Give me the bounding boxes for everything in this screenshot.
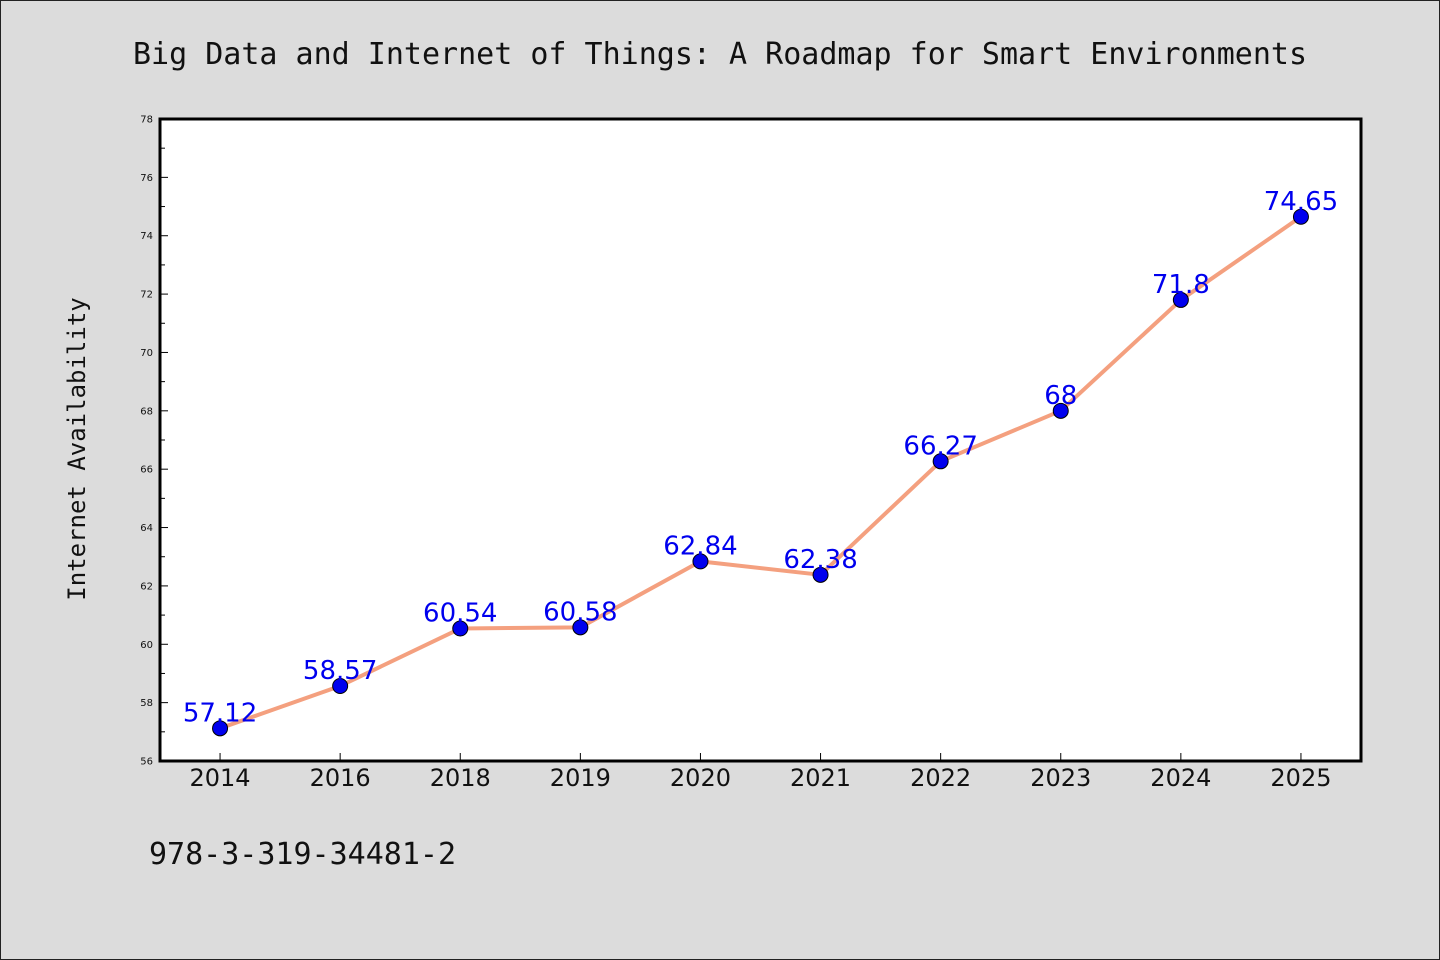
y-axis: 56 58 60 62 64 66 68 70 72 74 76 78 bbox=[140, 115, 168, 768]
series-layer: 57.12 58.57 60.54 60.58 62.84 62.38 66.27 68 71.… bbox=[183, 187, 1338, 737]
y-tick-label: 74 bbox=[140, 231, 153, 242]
x-tick-label: 2024 bbox=[1150, 764, 1211, 792]
data-label: 62.38 bbox=[783, 545, 857, 575]
data-point bbox=[212, 720, 229, 737]
x-axis: 2014 2016 2018 2019 2020 2021 2022 2023 2024 2025 bbox=[190, 753, 1331, 792]
data-point bbox=[692, 553, 709, 570]
data-point bbox=[452, 620, 469, 637]
y-axis-label: Internet Availability bbox=[63, 297, 91, 600]
x-tick-label: 2022 bbox=[910, 764, 971, 792]
y-tick-label: 62 bbox=[140, 581, 153, 592]
data-point bbox=[1292, 208, 1309, 225]
y-tick-label: 68 bbox=[140, 406, 153, 417]
data-label: 68 bbox=[1044, 381, 1077, 411]
data-label: 66.27 bbox=[903, 431, 977, 461]
data-label: 60.54 bbox=[423, 599, 497, 629]
data-point bbox=[332, 678, 349, 695]
series-line bbox=[219, 215, 1303, 731]
x-tick-label: 2023 bbox=[1030, 764, 1091, 792]
data-label: 58.57 bbox=[303, 656, 377, 686]
data-label: 62.84 bbox=[663, 531, 737, 561]
data-point bbox=[1172, 291, 1189, 308]
y-tick-label: 78 bbox=[140, 115, 153, 126]
x-tick-label: 2018 bbox=[430, 764, 491, 792]
x-tick-label: 2019 bbox=[550, 764, 611, 792]
y-tick-label: 72 bbox=[140, 290, 153, 301]
data-label: 57.12 bbox=[183, 698, 257, 728]
y-tick-label: 60 bbox=[140, 640, 153, 651]
x-tick-label: 2014 bbox=[190, 764, 251, 792]
x-tick-label: 2016 bbox=[310, 764, 371, 792]
data-point bbox=[572, 619, 589, 636]
y-tick-label: 66 bbox=[140, 465, 153, 476]
y-tick-label: 70 bbox=[140, 348, 153, 359]
data-label: 74.65 bbox=[1264, 187, 1338, 217]
y-tick-label: 56 bbox=[140, 757, 153, 768]
data-point bbox=[932, 453, 949, 470]
x-tick-label: 2021 bbox=[790, 764, 851, 792]
data-label: 71.8 bbox=[1152, 270, 1210, 300]
y-tick-label: 76 bbox=[140, 173, 153, 184]
y-tick-label: 64 bbox=[140, 523, 153, 534]
x-tick-label: 2020 bbox=[670, 764, 731, 792]
chart-title: Big Data and Internet of Things: A Roadm… bbox=[133, 37, 1307, 72]
y-tick-label: 58 bbox=[140, 698, 153, 709]
data-point bbox=[812, 566, 829, 583]
isbn-footer: 978-3-319-34481-2 bbox=[149, 837, 456, 872]
plot-area bbox=[158, 117, 1363, 763]
data-label: 60.58 bbox=[543, 597, 617, 627]
data-point bbox=[1052, 402, 1069, 419]
x-tick-label: 2025 bbox=[1270, 764, 1331, 792]
